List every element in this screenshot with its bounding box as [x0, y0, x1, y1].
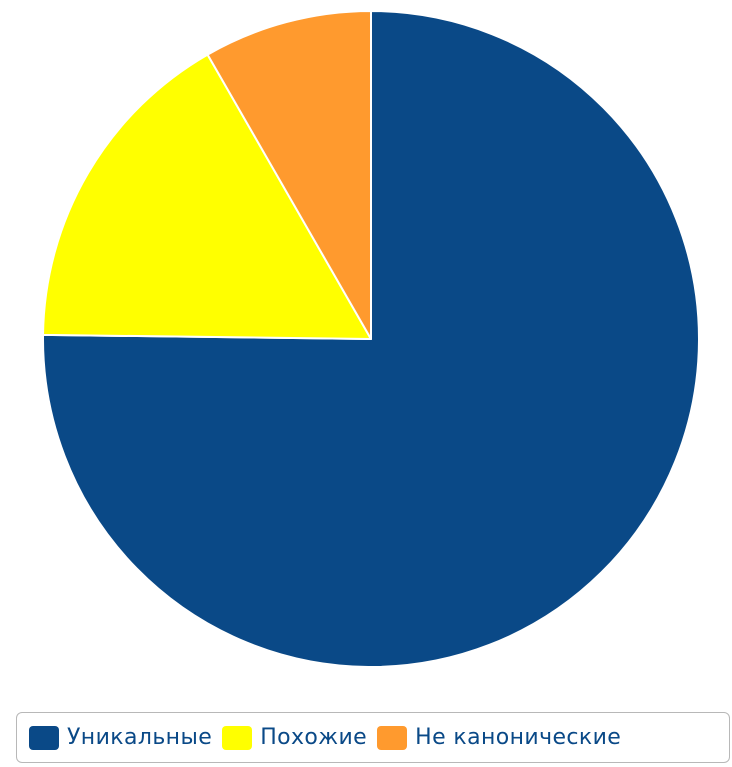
legend-swatch — [222, 725, 253, 750]
legend-swatch — [377, 725, 408, 750]
legend-swatch — [29, 725, 59, 750]
legend-item-2[interactable]: Не канонические — [377, 725, 621, 750]
legend-label: Не канонические — [415, 725, 622, 750]
pie-slice-2[interactable] — [206, 10, 372, 340]
legend-item-0[interactable]: Уникальные — [29, 725, 212, 750]
pie-slice-1[interactable] — [42, 53, 372, 340]
chart-legend: Уникальные Похожие Не канонические — [16, 712, 730, 763]
pie-chart — [42, 10, 700, 668]
legend-label: Уникальные — [67, 725, 213, 750]
legend-label: Похожие — [260, 725, 368, 750]
legend-item-1[interactable]: Похожие — [222, 725, 367, 750]
pie-slice-0[interactable] — [42, 10, 700, 668]
